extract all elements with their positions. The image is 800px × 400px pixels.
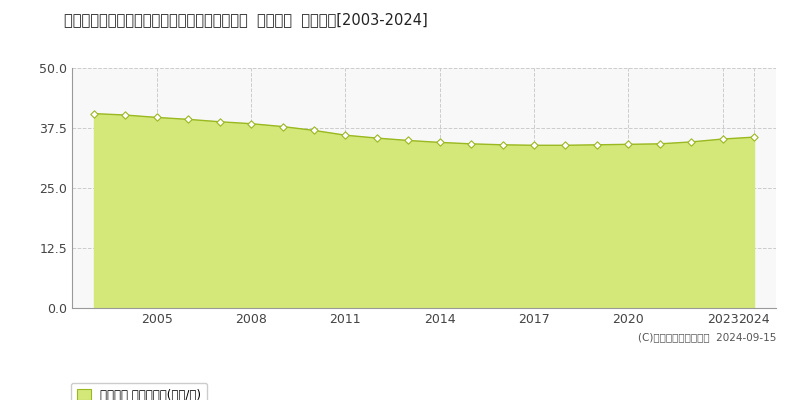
- Point: [528, 142, 541, 148]
- Text: 鹿児島県鹿児島市谷山中央６丁目２９番２１外  地価公示  地価推移[2003-2024]: 鹿児島県鹿児島市谷山中央６丁目２９番２１外 地価公示 地価推移[2003-202…: [64, 12, 428, 27]
- Point: [685, 139, 698, 145]
- Point: [402, 137, 414, 144]
- Point: [496, 142, 509, 148]
- Point: [182, 116, 194, 122]
- Point: [465, 141, 478, 147]
- Point: [370, 135, 383, 141]
- Point: [276, 123, 289, 130]
- Text: (C)土地価格ドットコム  2024-09-15: (C)土地価格ドットコム 2024-09-15: [638, 332, 776, 342]
- Point: [245, 120, 258, 127]
- Point: [434, 139, 446, 146]
- Point: [307, 127, 320, 134]
- Point: [590, 142, 603, 148]
- Point: [150, 114, 163, 121]
- Legend: 地価公示 平均坪単価(万円/坪): 地価公示 平均坪単価(万円/坪): [71, 383, 207, 400]
- Point: [716, 136, 729, 142]
- Point: [88, 110, 101, 117]
- Point: [747, 134, 760, 140]
- Point: [214, 118, 226, 125]
- Point: [119, 112, 132, 118]
- Point: [654, 141, 666, 147]
- Point: [622, 141, 634, 148]
- Point: [559, 142, 572, 148]
- Point: [339, 132, 352, 138]
